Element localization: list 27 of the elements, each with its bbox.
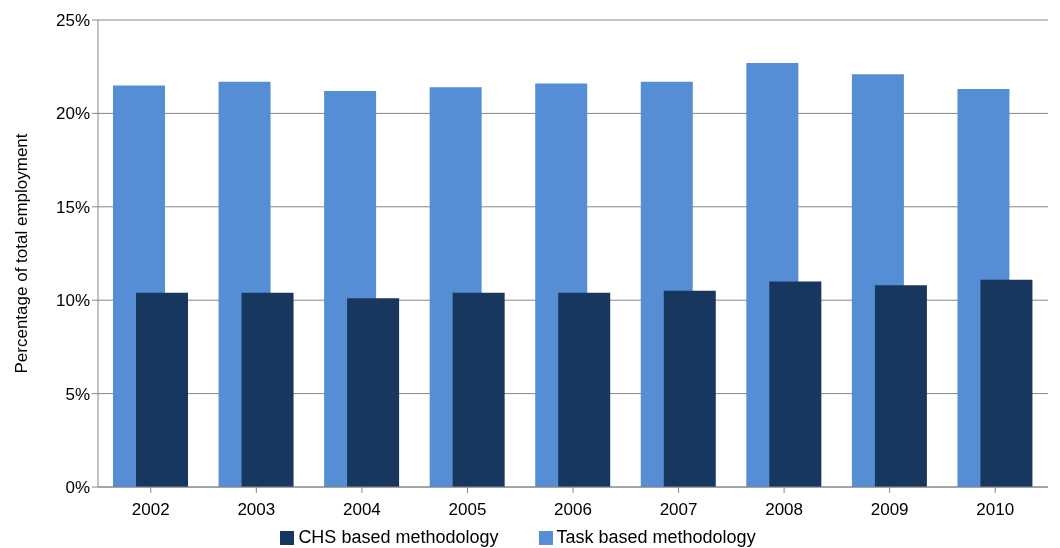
x-tick-label: 2004	[342, 500, 381, 520]
x-tick-label: 2008	[765, 500, 804, 520]
bar	[558, 292, 611, 487]
y-tick-label: 0%	[65, 478, 90, 498]
legend-label: Task based methodology	[556, 527, 756, 547]
bar	[136, 292, 188, 487]
bar	[347, 298, 400, 487]
x-tick-label: 2003	[237, 500, 276, 520]
x-tick-label: 2006	[554, 500, 592, 520]
x-tick-label: 2007	[659, 500, 698, 520]
y-tick-label: 20%	[55, 104, 90, 124]
x-tick-label: 2009	[870, 500, 909, 520]
bar	[452, 292, 505, 487]
bar	[769, 281, 822, 487]
y-tick-label: 25%	[55, 11, 90, 31]
bar	[980, 279, 1033, 487]
y-axis-title: Percentage of total employment	[12, 133, 32, 374]
y-tick-label: 15%	[55, 197, 90, 217]
x-tick-label: 2005	[448, 500, 487, 520]
y-tick-label: 10%	[55, 291, 90, 311]
bar	[241, 292, 294, 487]
y-tick-label: 5%	[65, 384, 90, 404]
legend-label: CHS based methodology	[298, 527, 499, 547]
x-tick-label: 2010	[976, 500, 1015, 520]
x-tick-label: 2002	[131, 500, 170, 520]
bar	[663, 290, 716, 487]
bar	[874, 285, 927, 487]
